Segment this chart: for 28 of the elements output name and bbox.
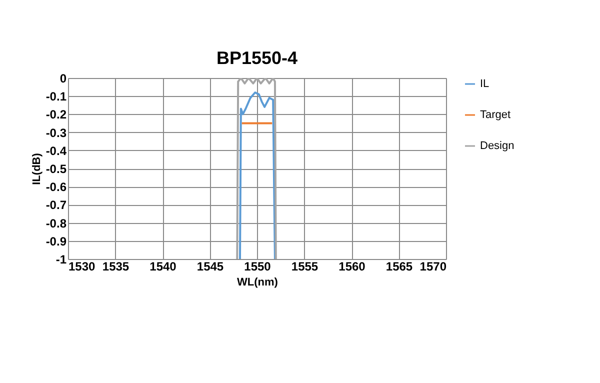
legend-label: IL	[480, 78, 490, 90]
x-axis-title: WL(nm)	[237, 276, 278, 288]
y-tick-label: -0.1	[46, 90, 67, 104]
legend-label: Design	[480, 140, 514, 152]
y-axis-title: IL(dB)	[30, 152, 43, 185]
y-tick-label: -0.6	[46, 180, 67, 194]
line-series	[236, 78, 277, 259]
x-tick-label: 1545	[196, 260, 224, 274]
legend-label: Target	[480, 109, 511, 121]
y-tick-label: -1	[56, 252, 67, 266]
x-tick-label: 1555	[291, 260, 318, 274]
y-tick-label: -0.5	[46, 162, 67, 176]
y-tick-label: -0.8	[46, 216, 67, 230]
x-tick-label: 1550	[244, 260, 272, 274]
x-tick-label: 1535	[102, 260, 130, 274]
y-tick-label: -0.2	[46, 108, 67, 122]
x-tick-label: 1540	[150, 260, 177, 274]
y-tick-label: -0.7	[46, 198, 67, 212]
x-tick-label: 1560	[338, 260, 366, 274]
chart-title: BP1550-4	[216, 48, 298, 68]
x-tick-label: 1530	[68, 260, 96, 274]
y-tick-label: -0.9	[46, 234, 67, 248]
y-tick-label: -0.4	[46, 144, 67, 158]
line-series	[238, 91, 276, 259]
x-tick-label: 1570	[420, 260, 447, 274]
y-tick-label: -0.3	[46, 126, 67, 140]
y-tick-label: 0	[60, 72, 67, 86]
x-tick-label: 1565	[386, 260, 413, 274]
